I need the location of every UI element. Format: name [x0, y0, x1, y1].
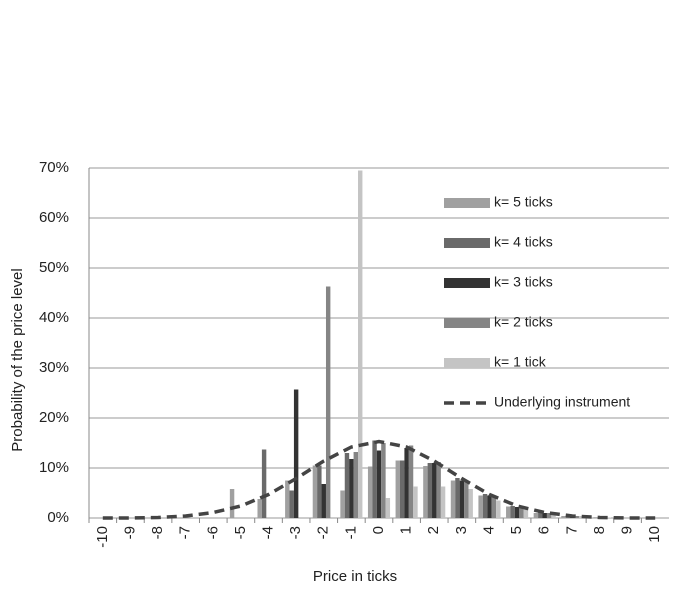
legend-label: k= 4 ticks — [494, 234, 553, 250]
bar — [395, 460, 400, 518]
line — [102, 439, 656, 520]
bar — [606, 517, 611, 518]
bar — [551, 513, 556, 518]
bar — [257, 499, 262, 518]
bar — [367, 466, 373, 518]
bar — [538, 512, 543, 518]
bar — [340, 490, 345, 518]
legend-swatch — [444, 358, 490, 368]
y-tick-label: 0% — [47, 509, 69, 526]
bar — [427, 463, 433, 518]
bar — [574, 516, 579, 518]
bar — [404, 448, 409, 518]
y-axis-title: Probability of the price level — [9, 268, 26, 451]
legend-label: k= 3 ticks — [494, 274, 553, 290]
bar — [519, 507, 524, 518]
x-tick-label: -5 — [232, 526, 249, 539]
bar — [321, 484, 326, 518]
y-tick-label: 50% — [39, 259, 69, 276]
legend-swatch — [444, 278, 490, 288]
bar — [413, 486, 418, 518]
bar — [478, 495, 483, 518]
bar — [423, 466, 428, 518]
y-tick-label: 60% — [39, 209, 69, 226]
x-tick-label: 3 — [453, 526, 470, 534]
bar — [289, 490, 294, 518]
bar — [546, 513, 552, 518]
x-tick-label: -1 — [342, 526, 359, 539]
bar — [506, 506, 511, 518]
bar — [358, 170, 363, 518]
bar — [372, 440, 377, 518]
bar — [464, 480, 469, 518]
x-tick-label: 5 — [508, 526, 525, 534]
bar — [399, 460, 405, 518]
bar — [349, 459, 354, 518]
bar — [376, 450, 382, 518]
x-tick-label: 7 — [563, 526, 580, 534]
x-tick-label: -10 — [94, 526, 111, 548]
x-tick-label: 2 — [425, 526, 442, 534]
bar — [229, 489, 235, 518]
bar — [496, 500, 501, 518]
bar — [293, 389, 299, 518]
legend-swatch — [444, 238, 490, 248]
bar — [317, 465, 322, 518]
bar — [344, 453, 350, 518]
y-tick-label: 70% — [39, 159, 69, 176]
legend-label: Underlying instrument — [494, 394, 630, 410]
bar — [468, 489, 473, 518]
x-tick-label: -6 — [204, 526, 221, 539]
bar — [353, 452, 359, 518]
x-tick-label: 9 — [619, 526, 636, 534]
bar — [385, 498, 391, 518]
bar — [432, 463, 437, 518]
bar — [459, 480, 465, 518]
y-tick-label: 40% — [39, 309, 69, 326]
x-tick-label: 10 — [646, 526, 663, 543]
bar — [325, 286, 331, 518]
bar — [261, 449, 267, 518]
bar — [593, 517, 598, 518]
bar — [561, 516, 566, 518]
bar — [523, 508, 529, 518]
bar — [440, 486, 446, 518]
x-tick-label: 6 — [536, 526, 553, 534]
legend-swatch — [444, 318, 490, 328]
bar — [450, 480, 456, 518]
legend-label: k= 1 tick — [494, 354, 547, 370]
legend-label: k= 2 ticks — [494, 314, 553, 330]
y-tick-label: 30% — [39, 359, 69, 376]
bar — [578, 516, 584, 518]
bar — [533, 513, 539, 518]
bar — [381, 443, 386, 518]
bar — [487, 495, 492, 518]
bar — [455, 478, 460, 518]
bar — [285, 480, 290, 518]
bar — [491, 495, 497, 518]
x-tick-label: -9 — [121, 526, 138, 539]
bar — [510, 506, 515, 518]
legend-swatch — [444, 198, 490, 208]
bar — [542, 513, 547, 518]
x-tick-label: 0 — [370, 526, 387, 534]
bar — [436, 462, 441, 518]
x-tick-label: -7 — [177, 526, 194, 539]
x-tick-label: 8 — [591, 526, 608, 534]
x-tick-label: -2 — [315, 526, 332, 539]
x-tick-label: 4 — [480, 526, 497, 534]
x-axis-title: Price in ticks — [313, 568, 397, 585]
x-tick-label: 1 — [398, 526, 415, 534]
y-tick-label: 20% — [39, 409, 69, 426]
x-tick-label: -3 — [287, 526, 304, 539]
bar — [408, 445, 414, 518]
y-tick-label: 10% — [39, 459, 69, 476]
bar — [482, 494, 488, 518]
bar — [312, 465, 318, 518]
legend-label: k= 5 ticks — [494, 194, 553, 210]
x-tick-label: -4 — [259, 526, 276, 539]
x-tick-label: -8 — [149, 526, 166, 539]
bar — [514, 507, 520, 518]
